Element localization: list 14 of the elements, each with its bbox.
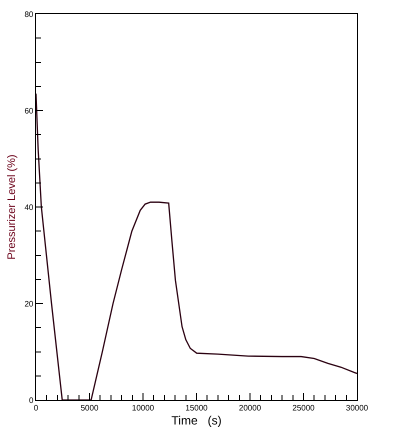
x-tick-label: 25000 [292, 404, 316, 413]
x-tick-label: 5000 [80, 404, 99, 413]
x-axis-title: Time (s) [171, 414, 222, 428]
y-axis-title: Pressurizer Level (%) [6, 154, 18, 260]
y-tick-label: 80 [24, 10, 34, 19]
x-tick-label: 10000 [132, 404, 155, 413]
x-tick-label: 15000 [185, 404, 208, 413]
y-tick-label: 0 [28, 396, 34, 405]
line-series [36, 92, 357, 400]
y-tick-label: 20 [24, 299, 34, 308]
x-tick-label: 30000 [346, 404, 369, 413]
y-tick-label: 40 [24, 202, 34, 212]
y-tick-label: 60 [24, 106, 34, 116]
x-tick-label: 20000 [238, 404, 262, 413]
